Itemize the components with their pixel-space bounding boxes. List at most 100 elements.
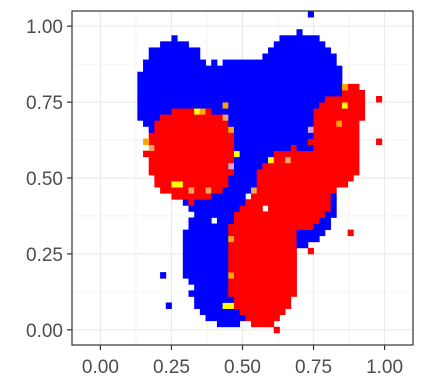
- heatmap-cell: [279, 302, 286, 309]
- heatmap-cell: [359, 102, 366, 109]
- heatmap-cell: [256, 247, 263, 255]
- heatmap-cell: [296, 150, 303, 158]
- heatmap-cell: [302, 102, 309, 109]
- heatmap-cell: [228, 229, 235, 237]
- heatmap-cell: [245, 114, 252, 121]
- heatmap-cell: [285, 223, 292, 231]
- heatmap-cell: [290, 47, 297, 54]
- heatmap-cell: [302, 144, 309, 152]
- heatmap-cell: [251, 229, 258, 237]
- heatmap-cell: [239, 108, 246, 115]
- heatmap-cell: [222, 181, 229, 188]
- heatmap-cell: [285, 174, 292, 182]
- heatmap-cell: [171, 168, 178, 176]
- heatmap-cell: [262, 290, 269, 297]
- heatmap-cell: [245, 223, 252, 231]
- heatmap-cell: [205, 181, 212, 188]
- heatmap-cell: [211, 266, 218, 273]
- heatmap-cell: [251, 314, 258, 322]
- heatmap-cell: [290, 187, 297, 194]
- heatmap-cell: [279, 259, 286, 267]
- heatmap-cell: [341, 150, 349, 158]
- heatmap-cell: [319, 132, 326, 139]
- heatmap-cell: [245, 77, 252, 85]
- heatmap-cell: [216, 193, 224, 200]
- heatmap-cell: [307, 47, 314, 54]
- heatmap-cell: [194, 174, 201, 182]
- heatmap-cell: [256, 132, 263, 139]
- heatmap-cell: [273, 259, 280, 267]
- heatmap-cell: [188, 193, 195, 200]
- y-tick-label: 0.75: [26, 93, 63, 114]
- heatmap-cell: [205, 193, 212, 200]
- heatmap-cell: [273, 108, 280, 115]
- heatmap-cell: [290, 71, 297, 79]
- heatmap-cell: [319, 187, 326, 194]
- heatmap-cell: [319, 71, 326, 79]
- heatmap-cell: [148, 120, 155, 127]
- heatmap-cell: [228, 266, 235, 273]
- heatmap-cell: [262, 126, 269, 133]
- heatmap-cell: [216, 144, 224, 152]
- heatmap-cell: [211, 89, 218, 97]
- heatmap-cell: [262, 229, 269, 237]
- heatmap-cell: [165, 65, 172, 73]
- heatmap-cell: [296, 241, 303, 249]
- heatmap-cell: [194, 89, 201, 97]
- heatmap-cell: [290, 211, 297, 218]
- heatmap-cell: [302, 150, 309, 158]
- heatmap-cell: [194, 108, 201, 115]
- heatmap-cell: [256, 290, 263, 297]
- heatmap-cell: [239, 259, 246, 267]
- heatmap-cell: [154, 59, 161, 67]
- heatmap-cell: [239, 205, 246, 212]
- heatmap-cell: [268, 102, 275, 109]
- heatmap-cell: [233, 259, 241, 267]
- heatmap-cell: [222, 235, 229, 243]
- heatmap-cell: [160, 187, 167, 194]
- heatmap-cell: [296, 77, 303, 85]
- heatmap-cell: [256, 308, 263, 316]
- heatmap-cell: [273, 211, 280, 218]
- heatmap-cell: [279, 132, 286, 139]
- heatmap-cell: [205, 71, 212, 79]
- heatmap-cell: [353, 168, 360, 176]
- heatmap-cell: [233, 199, 241, 206]
- heatmap-cell: [233, 296, 241, 303]
- heatmap-cell: [285, 71, 292, 79]
- heatmap-cell: [330, 120, 337, 127]
- heatmap-cell: [233, 108, 241, 115]
- heatmap-cell: [165, 53, 172, 60]
- heatmap-cell: [341, 144, 349, 152]
- heatmap-cell: [251, 308, 258, 316]
- heatmap-cell: [251, 211, 258, 218]
- heatmap-cell: [194, 144, 201, 152]
- heatmap-cell: [216, 284, 224, 291]
- heatmap-cell: [233, 132, 241, 139]
- heatmap-cell: [251, 235, 258, 243]
- heatmap-cell: [143, 89, 150, 97]
- heatmap-cell: [160, 162, 167, 170]
- heatmap-cell: [307, 193, 314, 200]
- heatmap-cell: [251, 83, 258, 91]
- heatmap-cell: [188, 102, 195, 109]
- heatmap-cell: [347, 108, 354, 115]
- heatmap-cell: [307, 229, 314, 237]
- heatmap-cell: [205, 77, 212, 85]
- heatmap-cell: [188, 290, 195, 297]
- heatmap-cell: [233, 83, 241, 91]
- heatmap-cell: [177, 132, 184, 139]
- heatmap-cell: [341, 168, 349, 176]
- heatmap-cell: [307, 223, 314, 231]
- heatmap-cell: [171, 150, 178, 158]
- heatmap-cell: [239, 199, 246, 206]
- heatmap-cell: [188, 241, 195, 249]
- heatmap-cell: [279, 77, 286, 85]
- heatmap-cell: [216, 138, 224, 145]
- heatmap-cell: [177, 47, 184, 54]
- heatmap-cell: [319, 229, 326, 237]
- heatmap-cell: [307, 77, 314, 85]
- heatmap-cell: [330, 65, 337, 73]
- heatmap-cell: [228, 138, 235, 145]
- heatmap-cell: [285, 162, 292, 170]
